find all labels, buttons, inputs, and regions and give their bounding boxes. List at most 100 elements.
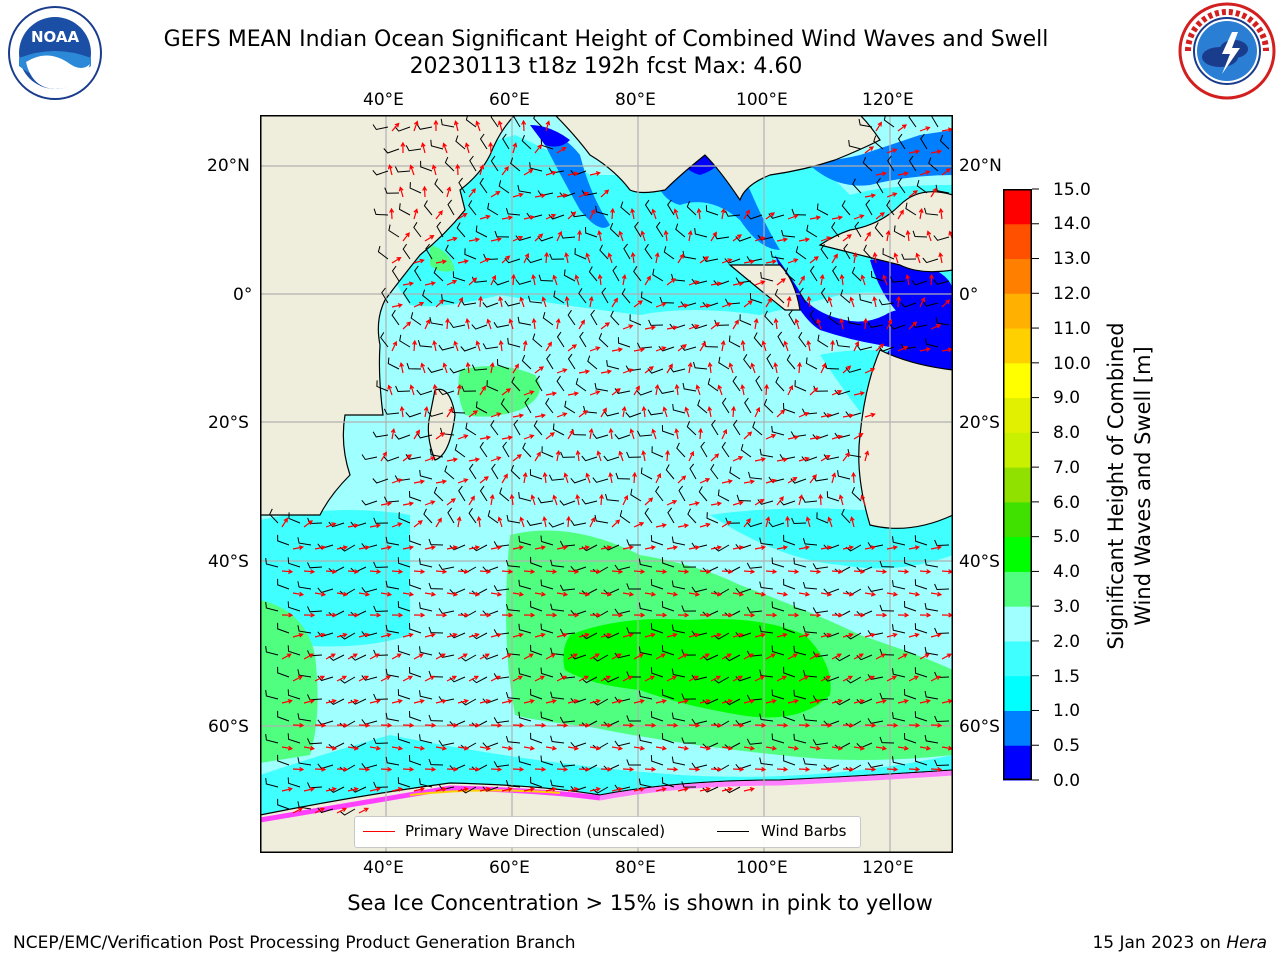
wind-barb (592, 654, 609, 662)
wind-barb (753, 332, 763, 348)
lat-tick-right: 40°S (959, 552, 1000, 572)
wave-direction-arrow (754, 632, 766, 638)
wind-barb (892, 712, 906, 722)
wave-direction-arrow (380, 545, 393, 551)
wind-barb (487, 510, 499, 524)
wave-direction-arrow (732, 456, 744, 462)
wind-barb (736, 494, 752, 502)
wave-direction-arrow (699, 569, 712, 574)
wind-barb (887, 155, 895, 172)
wave-direction-arrow (809, 699, 821, 704)
wind-barb (419, 734, 433, 744)
wind-barb (380, 332, 389, 348)
wave-direction-arrow (578, 410, 588, 418)
wave-direction-arrow (420, 142, 426, 154)
wave-direction-arrow (435, 787, 447, 792)
wind-barb (297, 801, 312, 810)
wind-barb (445, 244, 455, 260)
wave-direction-arrow (556, 632, 568, 638)
wave-direction-arrow (325, 612, 338, 618)
wave-direction-arrow (314, 545, 327, 551)
wind-barb (823, 454, 840, 461)
wave-direction-arrow (794, 318, 800, 330)
wind-barb (671, 624, 686, 634)
wind-barb (743, 354, 752, 370)
wave-direction-arrow (600, 322, 611, 330)
wave-direction-arrow (457, 787, 469, 792)
wave-direction-arrow (875, 212, 885, 220)
wave-direction-arrow (864, 193, 877, 199)
wind-barb (878, 299, 895, 306)
wind-barb (277, 534, 290, 546)
wind-barb (614, 433, 631, 440)
wind-barb (515, 279, 532, 285)
wind-barb (793, 645, 807, 656)
wave-direction-arrow (621, 405, 627, 418)
wave-direction-arrow (787, 477, 798, 484)
wave-direction-arrow (732, 766, 745, 772)
wave-direction-arrow (710, 766, 723, 772)
wave-direction-arrow (508, 318, 514, 330)
wind-barb (493, 322, 510, 328)
wind-barb (438, 389, 455, 396)
wave-direction-arrow (446, 457, 459, 463)
lat-tick-right: 20°N (959, 156, 1002, 176)
wave-direction-arrow (435, 210, 443, 220)
wave-direction-arrow (919, 296, 926, 308)
wave-direction-arrow (655, 302, 667, 308)
wind-barb (874, 222, 884, 238)
wind-barb (650, 755, 664, 766)
wind-barb (397, 601, 411, 612)
wind-barb (529, 469, 543, 480)
wind-barb (567, 353, 576, 370)
colorbar (1003, 188, 1039, 781)
wind-barb (669, 323, 686, 330)
wave-direction-arrow (641, 449, 647, 462)
wind-barb (908, 155, 917, 172)
wind-barb (537, 497, 554, 504)
wave-direction-arrow (424, 545, 437, 551)
wind-barb (729, 466, 741, 480)
wave-direction-arrow (666, 591, 679, 597)
wind-barb (791, 517, 807, 525)
wind-barb (556, 331, 565, 348)
wind-barb (505, 779, 521, 788)
wave-direction-arrow (644, 675, 656, 682)
wave-direction-arrow (721, 521, 732, 528)
wind-barb (770, 250, 785, 260)
wind-barb (820, 243, 829, 260)
wave-direction-arrow (585, 252, 591, 264)
wind-barb (530, 556, 543, 568)
wave-direction-arrow (798, 591, 811, 597)
wind-barb (490, 115, 499, 128)
wind-barb (405, 145, 422, 152)
wind-barb (614, 740, 631, 747)
wave-direction-arrow (545, 699, 557, 704)
wave-direction-arrow (930, 324, 942, 330)
wind-barb (634, 221, 642, 238)
wind-barb (447, 199, 455, 216)
wind-barb (809, 265, 818, 282)
wave-direction-arrow (915, 252, 921, 264)
wind-barb (581, 676, 598, 684)
wave-direction-arrow (831, 699, 843, 704)
wind-barb (483, 253, 499, 261)
wind-barb (879, 560, 895, 568)
wave-direction-arrow (728, 362, 734, 374)
wave-direction-arrow (380, 632, 392, 638)
wind-barb (499, 487, 510, 502)
wave-direction-arrow (475, 340, 481, 352)
wave-direction-arrow (732, 591, 745, 597)
wind-barb (510, 157, 521, 172)
wave-direction-arrow (358, 675, 370, 682)
wind-barb (892, 756, 906, 766)
wind-barb (669, 366, 686, 373)
wave-direction-arrow (798, 722, 811, 728)
wind-barb (760, 272, 774, 282)
wave-direction-arrow (875, 121, 882, 132)
wave-direction-arrow (853, 214, 865, 220)
wind-barb (438, 740, 455, 747)
wind-barb (397, 557, 411, 568)
wind-barb (746, 562, 763, 569)
wind-barb (515, 235, 532, 241)
